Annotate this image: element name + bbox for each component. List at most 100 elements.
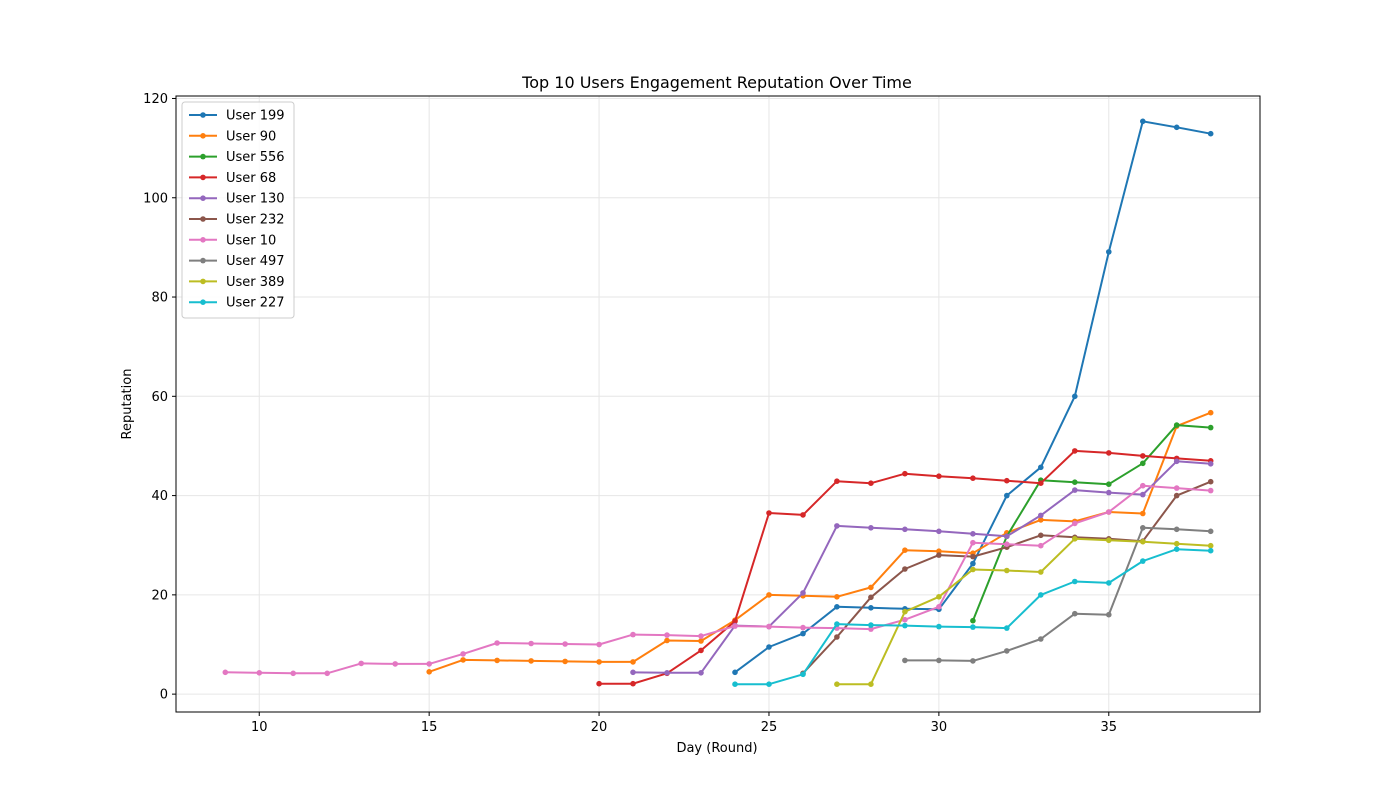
data-point <box>1106 489 1112 496</box>
data-point <box>1140 491 1146 498</box>
data-point <box>1207 424 1214 431</box>
data-point <box>732 669 738 676</box>
data-point <box>936 528 942 535</box>
data-point <box>800 512 806 518</box>
y-tick-label: 20 <box>151 588 168 603</box>
legend-item: User 90 <box>189 129 276 144</box>
data-point <box>970 566 976 573</box>
data-point <box>1173 546 1180 552</box>
data-point <box>1173 124 1180 131</box>
data-point <box>698 638 704 644</box>
data-point <box>596 680 602 687</box>
data-point <box>970 617 976 624</box>
data-point <box>1173 526 1180 533</box>
data-point <box>698 633 704 639</box>
data-point <box>936 623 942 630</box>
legend-swatch-marker <box>200 133 206 139</box>
legend-swatch-marker <box>200 278 206 285</box>
data-point <box>1173 458 1180 465</box>
data-point <box>664 670 670 676</box>
x-tick-label: 30 <box>931 720 948 735</box>
data-point <box>800 671 806 678</box>
legend-item: User 389 <box>189 275 285 290</box>
data-point <box>970 539 976 546</box>
legend-item: User 232 <box>189 213 285 228</box>
data-point <box>1173 492 1180 499</box>
legend-item: User 68 <box>189 171 276 186</box>
data-point <box>970 560 976 567</box>
legend-label: User 497 <box>226 254 285 269</box>
data-point <box>1207 487 1214 494</box>
legend-label: User 90 <box>226 129 276 144</box>
data-point <box>1038 542 1044 549</box>
data-point <box>630 669 636 676</box>
data-point <box>1106 249 1112 255</box>
data-point <box>936 657 942 664</box>
legend-label: User 10 <box>226 233 276 248</box>
data-point <box>1140 538 1146 545</box>
data-point <box>596 659 602 665</box>
data-point <box>1140 453 1146 459</box>
legend-item: User 497 <box>189 254 285 269</box>
legend-swatch-marker <box>200 216 206 222</box>
data-point <box>290 670 297 677</box>
legend-label: User 232 <box>226 213 285 228</box>
y-axis: 0 20 40 60 80 100 120 <box>143 92 176 703</box>
data-point <box>766 623 772 630</box>
data-point <box>222 669 229 676</box>
legend-swatch-marker <box>200 153 206 160</box>
series-line <box>904 526 1211 662</box>
legend-label: User 68 <box>226 171 276 186</box>
data-point <box>1038 592 1044 598</box>
x-axis-label: Day (Round) <box>676 741 757 756</box>
legend-label: User 130 <box>226 192 285 207</box>
data-point <box>800 630 806 637</box>
data-point <box>1072 578 1078 585</box>
legend-swatch-marker <box>200 299 206 306</box>
data-point <box>834 621 840 627</box>
legend-item: User 227 <box>189 296 285 311</box>
data-point <box>1106 450 1112 456</box>
data-point <box>868 626 874 632</box>
data-point <box>596 641 602 648</box>
data-point <box>732 623 738 629</box>
y-tick-label: 60 <box>151 390 168 405</box>
chart-title: Top 10 Users Engagement Reputation Over … <box>521 73 912 92</box>
data-point <box>1038 464 1044 471</box>
data-point <box>324 670 331 677</box>
data-point <box>1106 611 1112 618</box>
legend-swatch-marker <box>200 112 206 118</box>
data-point <box>1106 481 1112 488</box>
data-point <box>1004 648 1010 654</box>
data-point <box>494 640 500 646</box>
data-point <box>936 473 942 480</box>
series-user-389 <box>834 536 1214 687</box>
data-point <box>426 661 433 667</box>
data-point <box>766 510 772 516</box>
data-point <box>1004 533 1010 540</box>
data-point <box>1038 569 1044 575</box>
legend-label: User 227 <box>226 296 285 311</box>
data-point <box>1072 393 1078 400</box>
data-point <box>868 681 874 687</box>
data-point <box>902 616 908 623</box>
data-point <box>1038 512 1044 519</box>
data-point <box>1140 460 1146 467</box>
data-point <box>800 624 806 631</box>
series-line <box>802 480 1212 674</box>
legend-swatch-marker <box>200 237 206 243</box>
data-point <box>1207 542 1214 549</box>
chart-legend: User 199 User 90 User 556 User 68 User 130 Us… <box>181 101 295 319</box>
data-point <box>732 681 738 687</box>
data-point <box>868 525 874 531</box>
data-point <box>834 478 840 485</box>
data-point <box>1173 422 1180 428</box>
data-point <box>1072 487 1078 493</box>
series-user-90 <box>426 409 1214 675</box>
data-point <box>902 526 908 533</box>
data-point <box>460 657 466 663</box>
x-tick-label: 25 <box>761 720 778 735</box>
data-point <box>460 651 466 657</box>
data-point <box>392 661 399 667</box>
data-point <box>1140 118 1146 125</box>
